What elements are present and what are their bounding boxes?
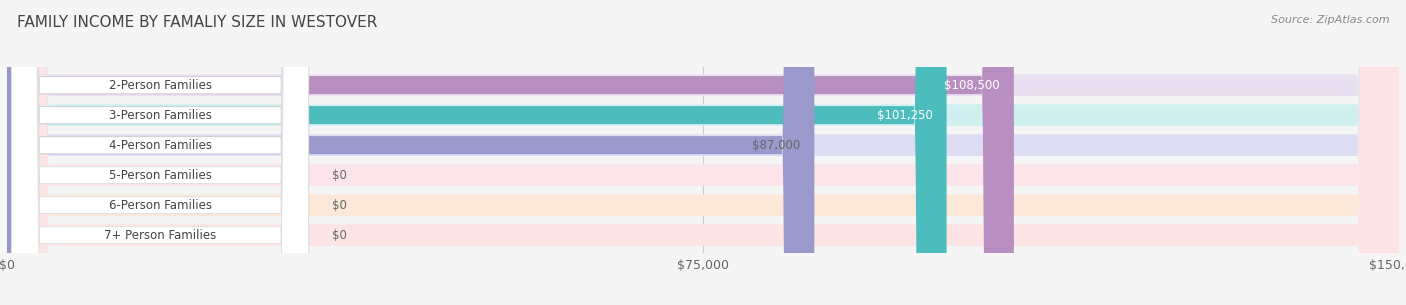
FancyBboxPatch shape <box>11 0 309 305</box>
FancyBboxPatch shape <box>11 0 309 305</box>
FancyBboxPatch shape <box>7 0 1399 305</box>
Text: 5-Person Families: 5-Person Families <box>108 169 211 182</box>
Text: 6-Person Families: 6-Person Families <box>108 199 212 212</box>
Text: FAMILY INCOME BY FAMALIY SIZE IN WESTOVER: FAMILY INCOME BY FAMALIY SIZE IN WESTOVE… <box>17 15 377 30</box>
FancyBboxPatch shape <box>11 0 309 305</box>
FancyBboxPatch shape <box>7 0 1399 305</box>
Text: $0: $0 <box>332 229 347 242</box>
Text: 7+ Person Families: 7+ Person Families <box>104 229 217 242</box>
FancyBboxPatch shape <box>7 0 946 305</box>
FancyBboxPatch shape <box>11 0 309 305</box>
FancyBboxPatch shape <box>11 0 309 305</box>
FancyBboxPatch shape <box>7 0 1399 305</box>
Text: Source: ZipAtlas.com: Source: ZipAtlas.com <box>1271 15 1389 25</box>
Text: $0: $0 <box>332 169 347 182</box>
FancyBboxPatch shape <box>7 0 814 305</box>
Text: $0: $0 <box>332 199 347 212</box>
Text: $87,000: $87,000 <box>752 138 800 152</box>
FancyBboxPatch shape <box>7 0 1399 305</box>
Text: 2-Person Families: 2-Person Families <box>108 79 212 92</box>
FancyBboxPatch shape <box>11 0 309 305</box>
Text: $101,250: $101,250 <box>877 109 932 122</box>
Text: 3-Person Families: 3-Person Families <box>108 109 211 122</box>
Text: $108,500: $108,500 <box>945 79 1000 92</box>
FancyBboxPatch shape <box>7 0 1399 305</box>
FancyBboxPatch shape <box>7 0 1014 305</box>
Text: 4-Person Families: 4-Person Families <box>108 138 212 152</box>
FancyBboxPatch shape <box>7 0 1399 305</box>
